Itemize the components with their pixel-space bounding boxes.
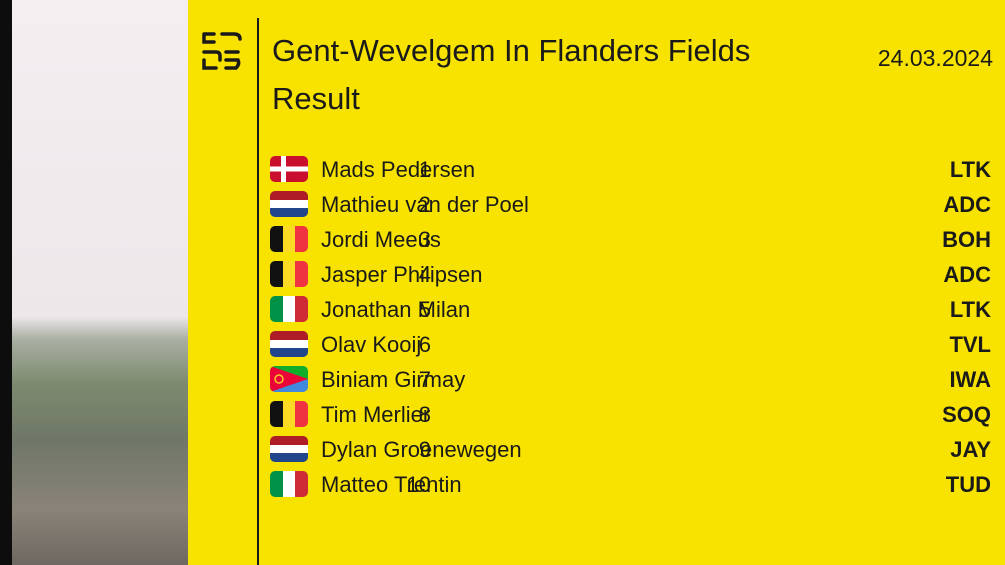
flag <box>270 226 308 252</box>
team-code: IWA <box>949 367 991 392</box>
background-photo <box>0 0 188 565</box>
flag <box>270 156 308 182</box>
team-code: SOQ <box>942 402 991 427</box>
rank: 9 <box>418 437 431 462</box>
team-code: BOH <box>942 227 991 252</box>
rider-name: Biniam Girmay <box>321 367 466 392</box>
result-panel <box>188 0 1005 565</box>
rider-name: Olav Kooij <box>321 332 422 357</box>
flag <box>270 296 308 322</box>
date: 24.03.2024 <box>877 45 993 71</box>
rider-name: Dylan Groenewegen <box>321 437 522 462</box>
rank: 2 <box>418 192 431 217</box>
rank: 5 <box>418 297 431 322</box>
row: 8 Tim Merlier SOQ <box>188 397 1005 432</box>
flag <box>270 471 308 497</box>
rider-name: Tim Merlier <box>321 402 431 427</box>
rank: 10 <box>406 472 431 497</box>
team-code: JAY <box>950 437 991 462</box>
rider-name: Jordi Meeus <box>321 227 441 252</box>
logo <box>202 32 242 70</box>
row: 4 Jasper Philipsen ADC <box>188 257 1005 292</box>
team-code: TVL <box>949 332 991 357</box>
rank: 8 <box>418 402 431 427</box>
rank: 3 <box>418 227 431 252</box>
team-code: TUD <box>945 472 991 497</box>
flag <box>270 261 308 287</box>
team-code: LTK <box>949 297 991 322</box>
row: 1 Mads Pedersen LTK <box>188 152 1005 187</box>
rank: 6 <box>418 332 431 357</box>
title: Gent-Wevelgem In Flanders Fields <box>272 33 751 68</box>
rider-name: Mathieu van der Poel <box>321 192 529 217</box>
row: 10 Matteo Trentin TUD <box>188 467 1005 502</box>
flag <box>270 331 308 357</box>
black-strip <box>0 0 12 565</box>
row: 9 Dylan Groenewegen JAY <box>188 432 1005 467</box>
team-code: ADC <box>943 192 991 217</box>
team-code: ADC <box>943 262 991 287</box>
rank: 1 <box>418 157 431 182</box>
rider-name: Matteo Trentin <box>321 472 462 497</box>
row: 2 Mathieu van der Poel ADC <box>188 187 1005 222</box>
flag <box>270 191 308 217</box>
flag <box>270 366 308 392</box>
rider-name: Jonathan Milan <box>321 297 471 322</box>
rider-name: Jasper Philipsen <box>321 262 483 287</box>
row: 6 Olav Kooij TVL <box>188 327 1005 362</box>
row: 3 Jordi Meeus BOH <box>188 222 1005 257</box>
flag <box>270 436 308 462</box>
team-code: LTK <box>949 157 991 182</box>
flag <box>270 401 308 427</box>
rank: 7 <box>418 367 431 392</box>
rider-name: Mads Pedersen <box>321 157 476 182</box>
divider <box>257 18 259 565</box>
row: 7 Biniam Girmay IWA <box>188 362 1005 397</box>
rank: 4 <box>418 262 431 287</box>
row: 5 Jonathan Milan LTK <box>188 292 1005 327</box>
subtitle: Result <box>272 81 360 116</box>
